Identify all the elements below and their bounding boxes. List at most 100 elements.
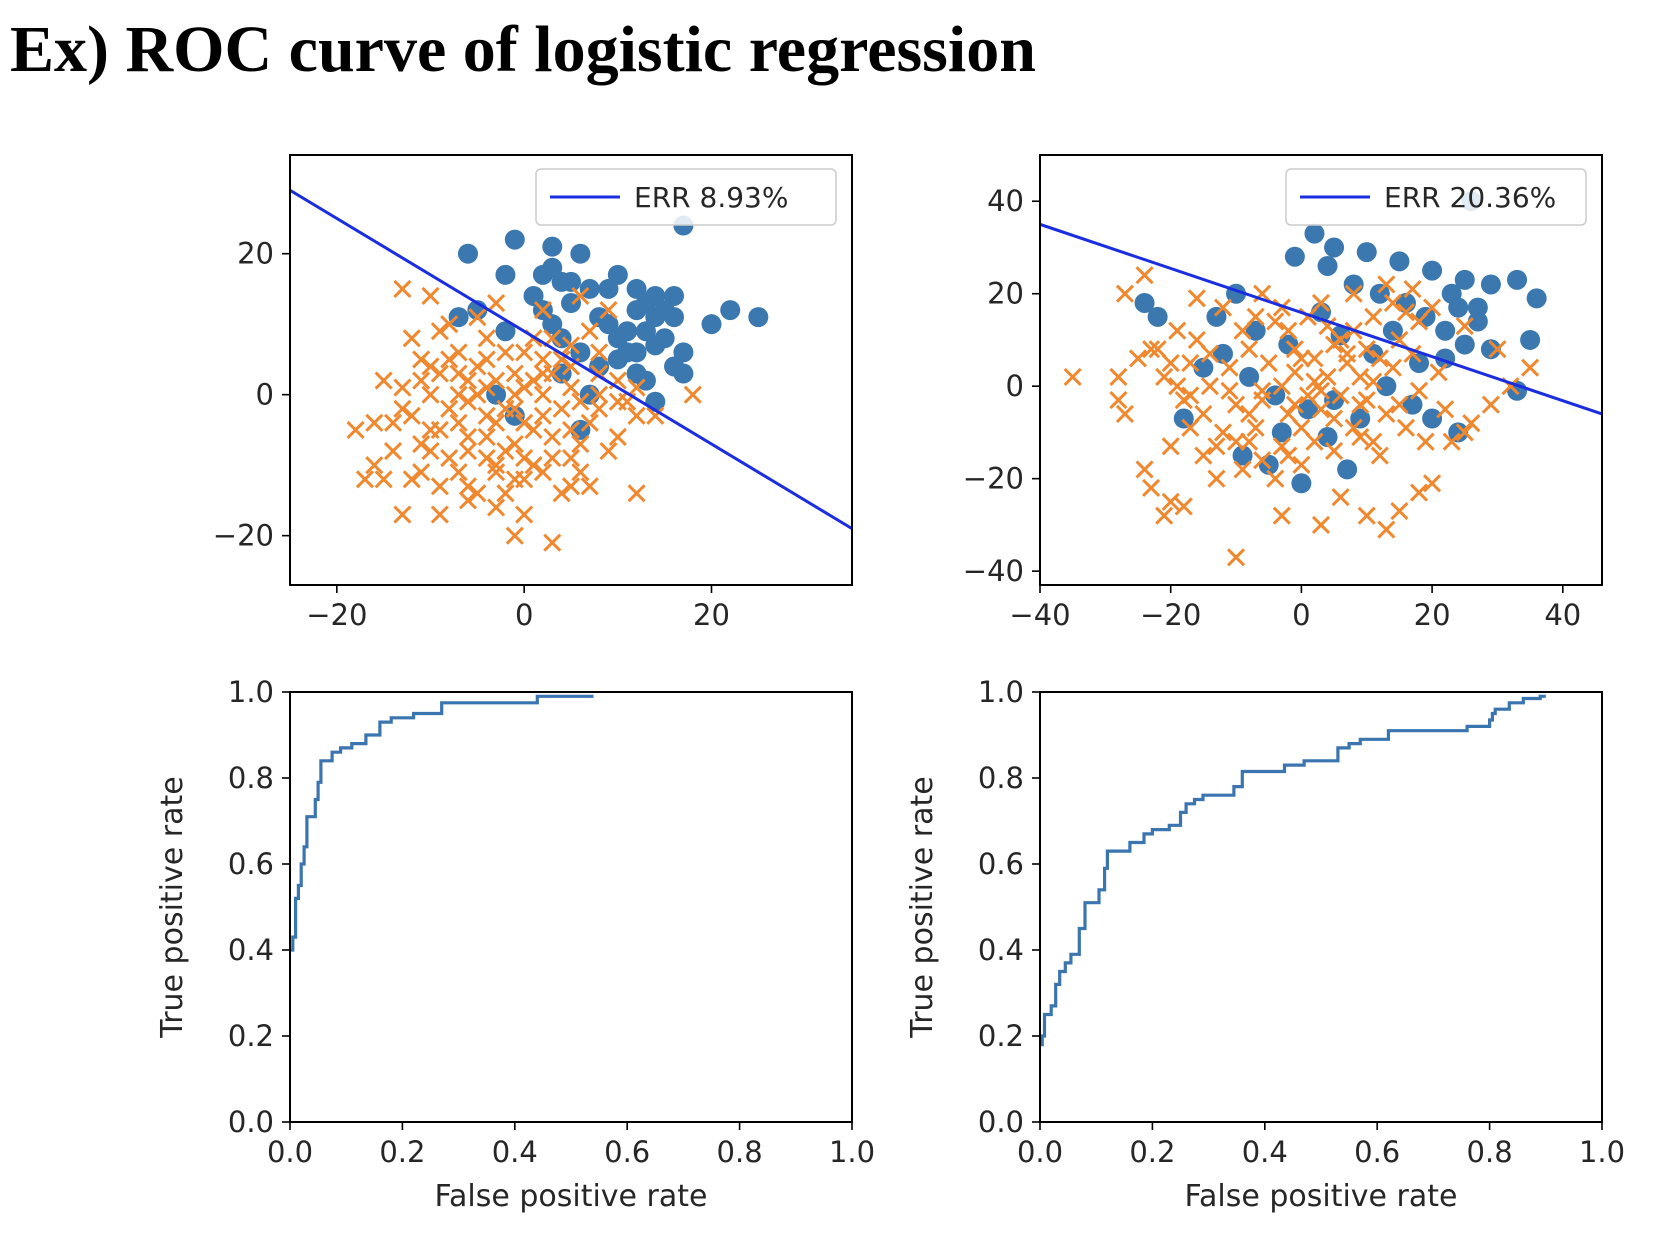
class-negative-point (1128, 349, 1148, 368)
class-negative-point (412, 463, 431, 482)
class-negative-point (1521, 358, 1540, 377)
chart-panel-4: False positive rate True positive rate 0.0… (905, 675, 1625, 1214)
class-negative-point (430, 364, 449, 383)
class-negative-point (571, 463, 590, 482)
x-tick-label: 20 (1414, 598, 1451, 632)
y-tick-label: 0.0 (228, 1105, 274, 1139)
class-negative-point (440, 350, 459, 369)
class-positive-point (720, 300, 741, 321)
class-negative-point (1370, 349, 1389, 368)
class-negative-point (1109, 367, 1128, 386)
class-positive-point (1526, 288, 1547, 309)
class-negative-point (487, 498, 506, 517)
class-positive-point (486, 384, 507, 405)
class-negative-point (421, 357, 440, 376)
class-negative-point (1063, 367, 1082, 386)
class-negative-point (1240, 432, 1259, 451)
class-negative-point (430, 477, 449, 496)
class-negative-point (449, 463, 468, 482)
class-positive-point (1480, 274, 1501, 295)
class-negative-point (374, 371, 393, 390)
chart-panel-1: ERR 8.93% −20 0 20 −20 0 20 (213, 154, 853, 632)
class-negative-point (393, 378, 412, 397)
class-negative-point (1364, 432, 1383, 451)
class-negative-point (449, 413, 468, 432)
class-negative-point (1187, 289, 1206, 308)
y-tick-label: 0.6 (228, 847, 274, 881)
y-axis-label: True positive rate (155, 776, 190, 1038)
x-tick-label: 1.0 (1579, 1135, 1625, 1169)
x-tick-label: 0.2 (1129, 1135, 1175, 1169)
class-negative-point (1148, 340, 1167, 359)
class-negative-point (599, 442, 618, 461)
class-negative-point (440, 449, 459, 468)
class-positive-point (504, 405, 525, 426)
class-negative-point (561, 420, 581, 439)
class-negative-point (1409, 381, 1429, 400)
class-negative-point (1462, 414, 1481, 433)
class-positive-point (1134, 292, 1155, 313)
class-positive-point (1284, 246, 1305, 267)
class-negative-point (1370, 446, 1389, 465)
class-negative-point (421, 385, 440, 404)
class-negative-point (515, 505, 534, 524)
class-positive-point (579, 384, 600, 405)
class-negative-point (580, 477, 599, 496)
x-tick-label: 0.0 (267, 1135, 313, 1169)
class-negative-point (561, 449, 581, 468)
class-positive-point (1409, 353, 1430, 374)
class-negative-point (561, 336, 581, 355)
class-negative-point (515, 343, 534, 362)
x-tick-label: 0.8 (717, 1135, 763, 1169)
class-negative-point (487, 293, 506, 313)
class-negative-point (1383, 358, 1402, 377)
class-negative-point (1240, 340, 1259, 359)
class-negative-point (533, 463, 552, 482)
class-negative-point (552, 484, 571, 503)
class-negative-point (1344, 418, 1363, 437)
legend-box (535, 168, 837, 226)
class-negative-point (1155, 367, 1174, 386)
class-negative-point (590, 343, 609, 362)
class-negative-point (1318, 367, 1337, 386)
class-negative-point (496, 484, 515, 503)
class-negative-point (1253, 451, 1272, 470)
class-negative-point (1246, 418, 1265, 437)
class-positive-point (748, 307, 769, 328)
class-positive-point (1356, 242, 1377, 263)
class-negative-point (487, 456, 506, 475)
class-negative-point (533, 301, 552, 320)
class-negative-point (505, 399, 524, 418)
class-positive-point (1271, 422, 1292, 443)
class-negative-point (1403, 280, 1422, 299)
x-axis-label: False positive rate (435, 1179, 708, 1214)
class-negative-point (1115, 284, 1135, 303)
class-negative-point (515, 413, 534, 432)
y-tick-label: 0.6 (978, 847, 1024, 881)
class-positive-point (673, 363, 694, 384)
class-negative-point (590, 385, 609, 404)
class-negative-point (1488, 340, 1507, 359)
class-positive-point (1337, 459, 1358, 480)
decision-boundary-line (290, 188, 852, 530)
class-negative-point (552, 399, 571, 418)
class-positive-point (1317, 427, 1338, 448)
class-positive-point (1324, 237, 1345, 258)
class-negative-point (1305, 432, 1324, 451)
y-tick-label: 0.8 (228, 761, 274, 795)
class-negative-point (1174, 390, 1193, 410)
class-negative-point (430, 322, 449, 341)
class-positive-point (617, 342, 638, 363)
class-negative-point (1279, 404, 1298, 423)
class-negative-point (1455, 317, 1474, 336)
class-positive-point (495, 264, 516, 285)
y-tick-label: −40 (963, 554, 1024, 588)
y-tick-label: 0.2 (978, 1019, 1024, 1053)
y-tick-label: −20 (963, 462, 1024, 496)
class-negative-point (1364, 372, 1383, 391)
legend-box (1285, 168, 1587, 226)
plot-area (1040, 694, 1546, 1047)
class-positive-point (626, 363, 647, 384)
class-negative-point (646, 406, 665, 425)
class-negative-point (477, 329, 496, 348)
